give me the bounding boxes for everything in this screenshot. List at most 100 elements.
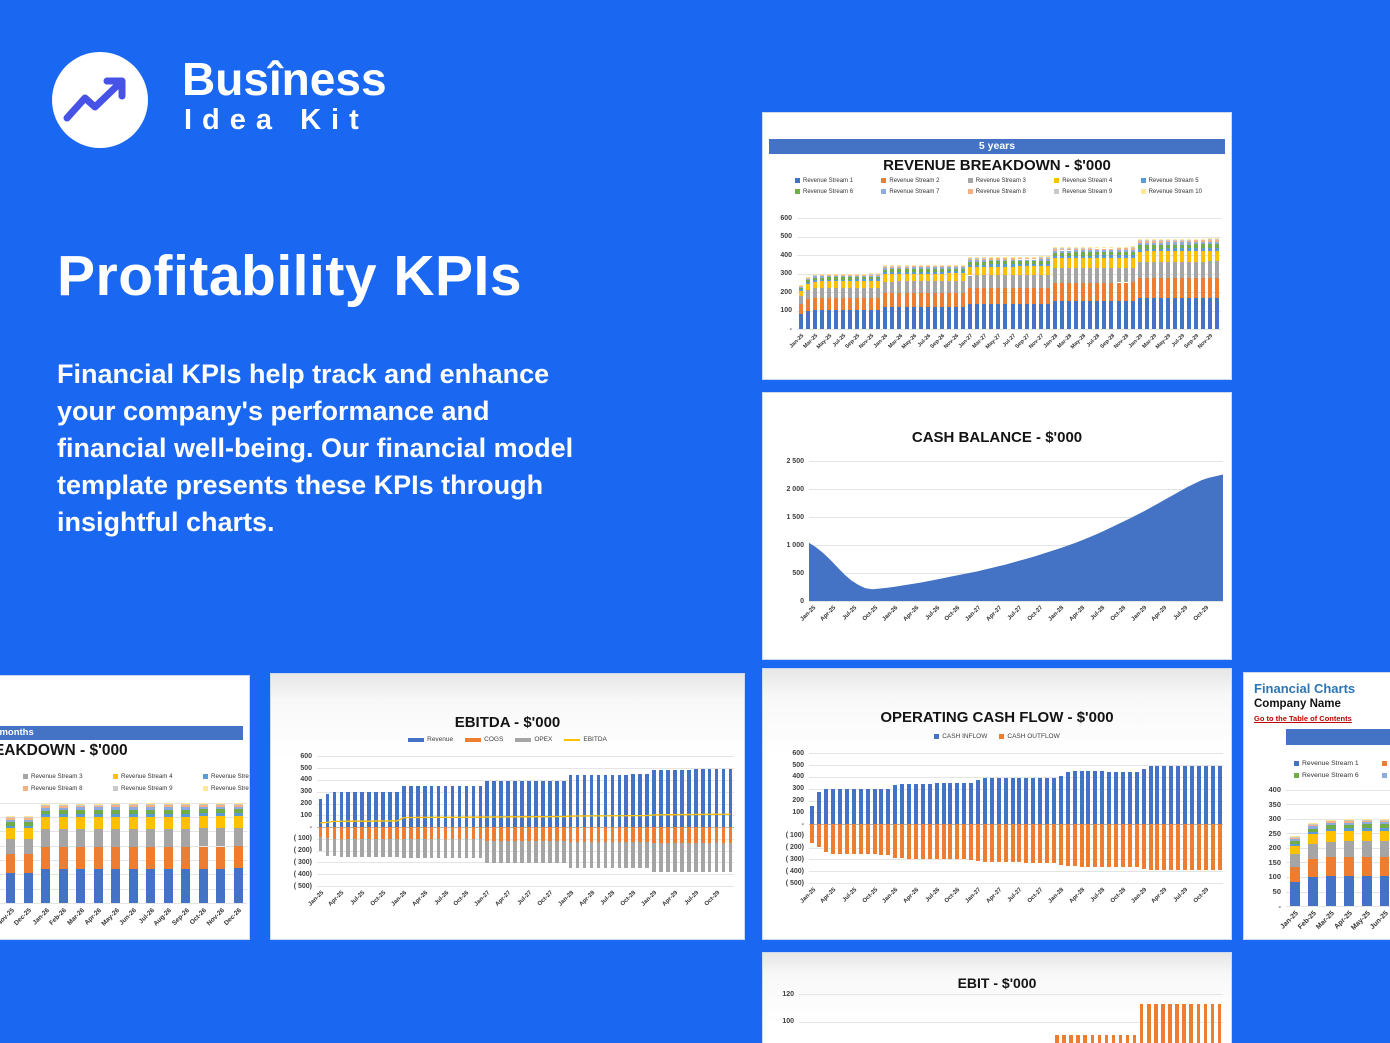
bar-segment (1010, 266, 1015, 276)
bar-segment (216, 806, 226, 810)
bar-segment (374, 791, 378, 828)
bar-segment (1058, 775, 1063, 825)
bar-segment (862, 277, 867, 280)
bar-segment (666, 769, 670, 828)
bar-segment (707, 842, 712, 873)
bar-segment (429, 827, 434, 840)
bar-segment (1137, 243, 1142, 246)
bar-segment (111, 868, 121, 903)
bar-segment (925, 292, 930, 307)
bar-segment (1290, 840, 1300, 844)
bar-segment (955, 824, 960, 860)
bar-segment (1102, 257, 1107, 268)
bar-segment (1024, 256, 1029, 258)
bar-segment (833, 279, 838, 282)
bar-segment (1155, 824, 1160, 870)
bar-segment (1151, 278, 1156, 298)
bar-segment (1187, 248, 1192, 251)
bar-segment (918, 281, 923, 293)
bar-segment (939, 265, 944, 267)
bar-segment (805, 299, 810, 311)
bar-segment (1017, 824, 1022, 863)
bar-segment (1166, 244, 1170, 249)
bar-segment (817, 824, 822, 847)
bar-segment (367, 791, 371, 828)
bar-segment (1003, 259, 1008, 262)
bar-segment (1076, 1035, 1080, 1043)
bar-segment (1107, 824, 1112, 867)
bar-segment (645, 774, 649, 828)
bar-segment (666, 842, 670, 873)
trend-arrow-icon (63, 77, 126, 122)
bar-segment (700, 827, 705, 843)
bar-segment (457, 839, 462, 859)
bar-segment (216, 868, 226, 903)
bar-segment (982, 264, 987, 267)
bar-segment (1031, 261, 1036, 265)
y-tick-label: 200 (780, 288, 792, 296)
y-tick-label: 300 (300, 788, 312, 796)
bar-segment (332, 792, 337, 828)
bar-segment (1067, 300, 1072, 329)
bar-segment (1201, 239, 1206, 241)
bar-segment (1045, 264, 1050, 267)
bar-segment (946, 273, 951, 282)
bar-segment (848, 287, 852, 298)
bar-segment (513, 827, 517, 841)
bar-segment (561, 827, 566, 841)
bar-segment (216, 828, 226, 847)
bar-segment (932, 281, 937, 293)
legend: Revenue Stream 1 Revenue Stream 2 Revenue … (795, 175, 1227, 197)
legend-item: COGS (465, 736, 503, 743)
bar-segment (1045, 777, 1050, 825)
bar-segment (1024, 777, 1029, 825)
table-of-contents-link[interactable]: Go to the Table of Contents (1254, 714, 1352, 723)
bar-segment (1379, 822, 1390, 825)
bar-segment (961, 271, 966, 274)
bar-segment (869, 287, 874, 298)
bar-segment (721, 769, 726, 828)
bar-segment (939, 281, 944, 293)
bar-segment (996, 275, 1001, 289)
bar-segment (1123, 246, 1128, 248)
bar-segment (968, 266, 973, 276)
bar-segment (932, 264, 937, 266)
legend-marker-icon (515, 737, 532, 742)
bar-segment (1024, 264, 1029, 267)
bar-segment (1045, 274, 1050, 288)
bar-segment (862, 275, 867, 278)
bar-segment (146, 805, 156, 808)
bar-segment (1088, 282, 1093, 301)
bar-segment (499, 827, 503, 841)
bar-segment (946, 268, 951, 272)
legend-label: Revenue Stream 2 (889, 177, 940, 184)
bar-segment (1141, 768, 1146, 825)
bar-segment (932, 265, 937, 267)
bar-segment (76, 804, 86, 806)
bar-segment (548, 780, 552, 828)
bar-segment (534, 780, 538, 828)
bar-segment (904, 306, 909, 329)
gridline (809, 765, 1223, 767)
bar-segment (1158, 239, 1163, 241)
bar-segment (996, 266, 1001, 276)
bar-segment (714, 827, 719, 843)
bar-segment (1137, 251, 1142, 263)
bar-segment (478, 839, 483, 859)
bar-segment (805, 279, 810, 282)
bar-segment (1065, 771, 1070, 825)
bar-segment (1017, 258, 1022, 260)
bar-segment (346, 838, 351, 857)
bar-segment (1215, 239, 1220, 241)
bar-segment (1081, 248, 1086, 251)
bar-segment (876, 273, 881, 275)
bar-segment (812, 310, 817, 329)
bar-segment (1102, 247, 1107, 249)
bar-segment (450, 786, 455, 828)
bar-segment (1109, 246, 1114, 248)
bar-segment (1180, 239, 1185, 241)
bar-segment (1109, 250, 1114, 253)
bar-segment (1010, 777, 1015, 825)
bar-segment (1325, 828, 1336, 832)
bar-segment (1154, 1003, 1158, 1043)
